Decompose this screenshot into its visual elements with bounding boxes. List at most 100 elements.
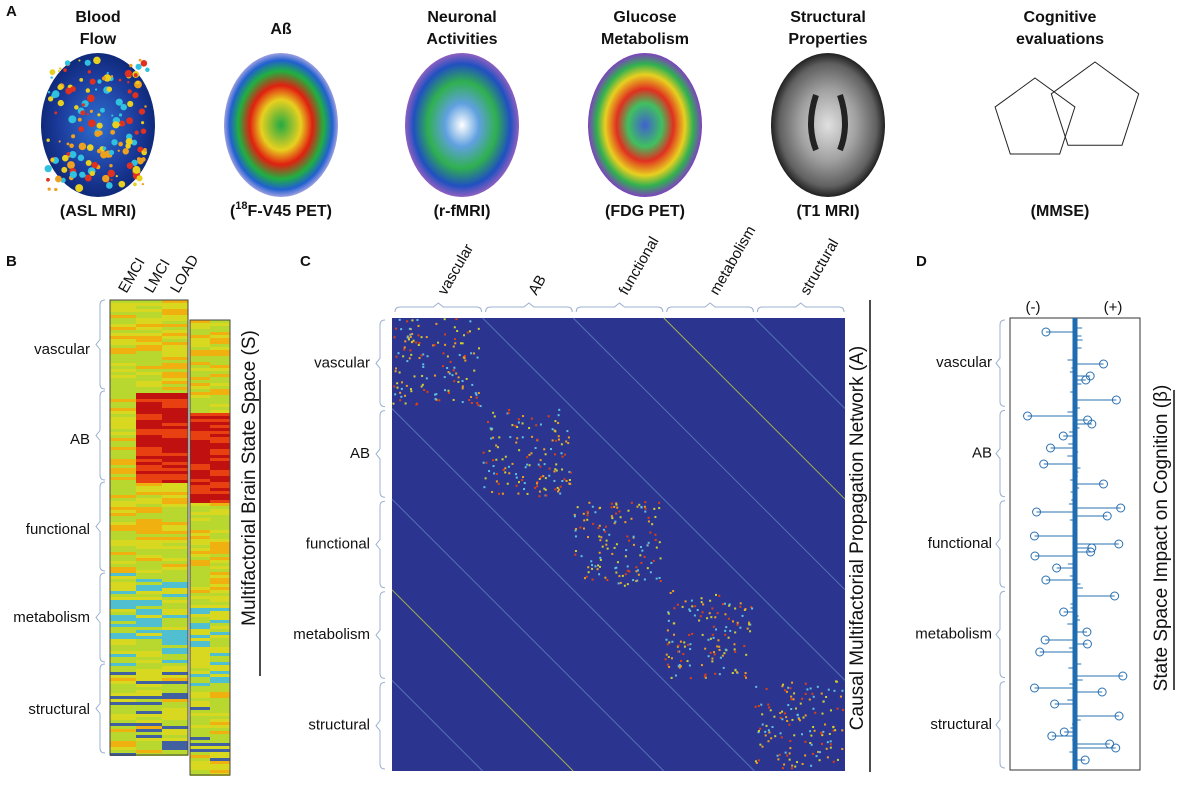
matrix-dot <box>658 576 661 579</box>
matrix-dot <box>605 543 608 546</box>
heat-cell <box>162 630 188 633</box>
matrix-dot <box>534 486 537 489</box>
heat-cell <box>190 653 210 656</box>
matrix-dot <box>401 381 404 384</box>
image-title: Blood <box>75 9 120 26</box>
matrix-dot <box>495 458 498 461</box>
matrix-dot <box>400 395 403 398</box>
matrix-dot <box>727 617 730 620</box>
matrix-dot <box>539 459 542 462</box>
matrix-dot <box>509 436 512 439</box>
heat-cell <box>210 626 230 629</box>
heat-cell <box>136 630 162 633</box>
pentagon <box>1050 61 1140 146</box>
heat-cell <box>110 669 136 672</box>
matrix-dot <box>539 423 542 426</box>
matrix-dot <box>588 501 591 504</box>
heat-cell <box>136 549 162 552</box>
heat-cell <box>210 383 230 386</box>
heat-cell <box>162 651 188 654</box>
heat-cell <box>136 651 162 654</box>
matrix-dot <box>654 515 657 518</box>
matrix-dot <box>516 425 519 428</box>
brain-speck <box>106 182 113 189</box>
heat-cell <box>210 554 230 557</box>
heat-cell <box>136 477 162 480</box>
brain-speck <box>79 77 84 82</box>
brain-speck <box>80 110 86 116</box>
heat-cell <box>210 560 230 563</box>
matrix-dot <box>736 621 739 624</box>
heat-cell <box>190 443 210 446</box>
matrix-dot <box>591 578 594 581</box>
matrix-dot <box>668 665 671 668</box>
heat-cell <box>136 420 162 423</box>
matrix-dot <box>549 448 552 451</box>
heat-cell <box>136 423 162 426</box>
heat-cell <box>136 588 162 591</box>
heat-cell <box>136 642 162 645</box>
matrix-dot <box>492 459 495 462</box>
matrix-dot <box>789 747 792 750</box>
heat-cell <box>190 629 210 632</box>
heat-cell <box>190 500 210 503</box>
heat-cell <box>210 761 230 764</box>
matrix-dot <box>502 468 505 471</box>
image-title: Cognitive <box>1024 9 1097 26</box>
heat-cell <box>210 749 230 752</box>
heat-cell <box>162 711 188 714</box>
matrix-dot <box>485 461 488 464</box>
heat-cell <box>162 648 188 651</box>
matrix-dot <box>676 603 679 606</box>
heat-cell <box>190 380 210 383</box>
heat-cell <box>162 696 188 699</box>
heat-cell <box>190 596 210 599</box>
brain-speck <box>96 148 102 154</box>
heat-cell <box>136 732 162 735</box>
heat-cell <box>190 395 210 398</box>
heat-cell <box>162 726 188 729</box>
brain-speck <box>69 150 77 159</box>
matrix-dot <box>679 665 682 668</box>
heat-cell <box>162 642 188 645</box>
matrix-dot <box>700 597 703 600</box>
matrix-dot <box>551 428 554 431</box>
heat-cell <box>190 671 210 674</box>
matrix-dot <box>493 472 496 475</box>
heat-cell <box>190 518 210 521</box>
matrix-dot <box>448 372 451 375</box>
heat-cell <box>162 450 188 453</box>
matrix-dot <box>824 723 827 726</box>
matrix-dot <box>724 629 727 632</box>
heat-cell <box>210 662 230 665</box>
heat-cell <box>190 620 210 623</box>
heat-cell <box>210 716 230 719</box>
heat-cell <box>210 398 230 401</box>
heat-cell <box>210 449 230 452</box>
heat-cell <box>210 647 230 650</box>
matrix-dot <box>447 371 450 374</box>
matrix-dot <box>477 404 480 407</box>
heat-cell <box>136 522 162 525</box>
matrix-dot <box>536 485 539 488</box>
heat-frame <box>189 319 231 776</box>
heat-cell <box>190 710 210 713</box>
heat-cell <box>136 456 162 459</box>
row-label: structural <box>28 701 90 718</box>
matrix-dot <box>551 439 554 442</box>
matrix-dot <box>590 560 593 563</box>
matrix-dot <box>535 424 538 427</box>
heat-cell <box>210 539 230 542</box>
heat-cell <box>210 614 230 617</box>
matrix-dot <box>644 501 647 504</box>
matrix-dot <box>734 607 737 610</box>
matrix-dot <box>524 466 527 469</box>
heat-cell <box>110 579 136 582</box>
matrix-dot <box>827 688 830 691</box>
heat-cell <box>162 702 188 705</box>
stem-head <box>1041 327 1051 337</box>
matrix-dot <box>599 539 602 542</box>
heat-cell <box>210 740 230 743</box>
matrix-dot <box>683 641 686 644</box>
